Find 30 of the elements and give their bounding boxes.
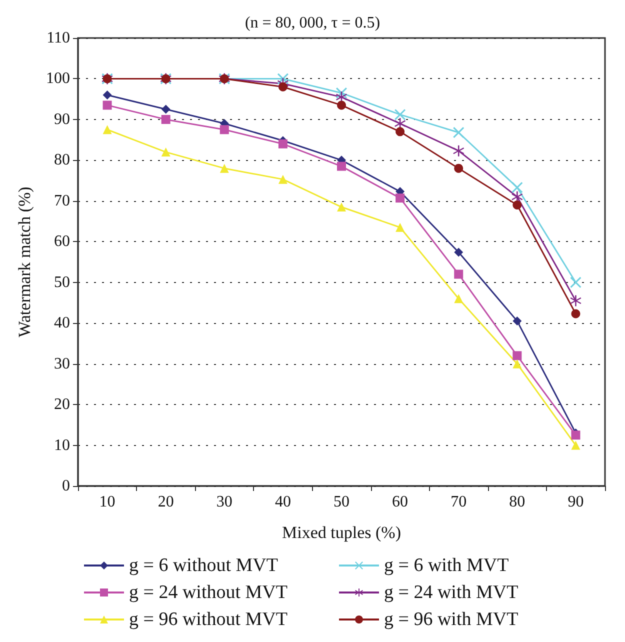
y-tick-label: 20 xyxy=(54,396,70,414)
legend-label: g = 6 without MVT xyxy=(129,555,278,576)
x-tick-label: 10 xyxy=(99,494,116,510)
x-tick-label: 90 xyxy=(568,494,584,510)
y-tick-label: 80 xyxy=(54,152,70,169)
x-tick-label: 80 xyxy=(509,494,526,510)
y-tick-label: 90 xyxy=(54,110,70,128)
x-tick-label: 60 xyxy=(392,494,408,510)
y-tick-label: 50 xyxy=(54,274,70,291)
chart-title: (n = 80, 000, τ = 0.5) xyxy=(244,14,380,32)
y-tick-label: 30 xyxy=(54,355,70,372)
x-axis-title: Mixed tuples (%) xyxy=(282,523,401,542)
y-tick-label: 60 xyxy=(54,233,70,250)
y-tick-label: 110 xyxy=(46,30,70,46)
legend-label: g = 96 with MVT xyxy=(384,609,519,630)
x-tick-label: 50 xyxy=(334,494,350,510)
legend-label: g = 6 with MVT xyxy=(384,555,510,576)
legend-label: g = 24 with MVT xyxy=(384,582,519,603)
y-axis-title: Watermark match (%) xyxy=(15,186,34,338)
x-tick-label: 70 xyxy=(450,494,467,510)
legend-label: g = 96 without MVT xyxy=(129,609,288,630)
y-tick-label: 100 xyxy=(46,70,70,88)
y-tick-label: 10 xyxy=(54,436,70,454)
x-tick-label: 20 xyxy=(158,494,174,510)
y-tick-label: 0 xyxy=(62,478,70,494)
y-tick-label: 40 xyxy=(54,314,70,332)
x-tick-label: 30 xyxy=(216,494,232,510)
x-tick-label: 40 xyxy=(274,494,291,510)
legend-label: g = 24 without MVT xyxy=(129,582,288,603)
y-tick-label: 70 xyxy=(54,192,70,210)
